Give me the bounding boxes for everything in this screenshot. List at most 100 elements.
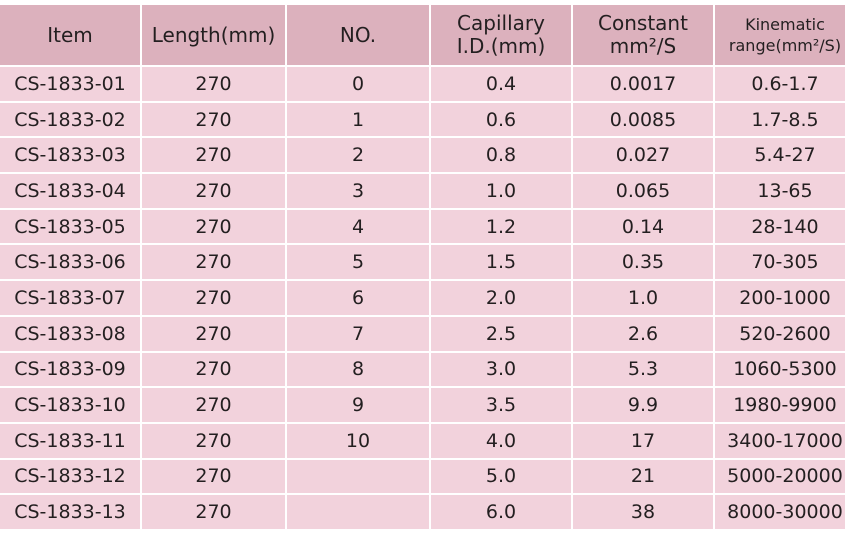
table-cell: 21 [573,459,713,494]
header-text: Item [47,22,93,47]
table-body: CS-1833-01 270 0 0.4 0.0017 0.6-1.7 CS-1833-02… [0,67,845,529]
header-text: Length(mm) [151,22,276,47]
table-cell: 0.8 [431,138,571,173]
table-cell: 270 [142,209,285,244]
table-cell: 38 [573,495,713,529]
table-cell: 270 [142,67,285,101]
table-cell: CS-1833-02 [0,102,140,137]
table-cell: 10 [287,423,429,458]
table-cell: 270 [142,459,285,494]
empty-cell [287,495,429,529]
table-container: Item Length(mm) NO. Capillary I.D.(mm) Consta… [0,3,845,531]
table-cell: 8 [287,352,429,387]
table-cell: CS-1833-05 [0,209,140,244]
table-cell: 1.0 [431,174,571,208]
header-text: Constant [598,11,688,35]
table-cell: 1 [287,102,429,137]
spec-table: Item Length(mm) NO. Capillary I.D.(mm) Consta… [0,3,845,531]
empty-cell [287,459,429,494]
table-cell: 1060-5300 [715,352,845,387]
table-cell: CS-1833-10 [0,388,140,422]
table-cell: CS-1833-08 [0,316,140,351]
table-cell: 270 [142,245,285,280]
table-cell: 270 [142,174,285,208]
table-cell: CS-1833-11 [0,423,140,458]
table-cell: 4 [287,209,429,244]
table-cell: 9.9 [573,388,713,422]
table-cell: CS-1833-06 [0,245,140,280]
table-cell: CS-1833-13 [0,495,140,529]
table-row: CS-1833-09 270 8 3.0 5.3 1060-5300 [0,352,845,387]
header-cell: NO. [287,5,429,65]
table-cell: 270 [142,281,285,315]
table-cell: 0.4 [431,67,571,101]
table-cell: 3 [287,174,429,208]
table-row: CS-1833-13 270 6.0 38 8000-30000 [0,495,845,529]
table-cell: 270 [142,102,285,137]
table-row: CS-1833-03 270 2 0.8 0.027 5.4-27 [0,138,845,173]
table-cell: 0 [287,67,429,101]
table-cell: CS-1833-07 [0,281,140,315]
table-cell: CS-1833-03 [0,138,140,173]
table-cell: 200-1000 [715,281,845,315]
table-cell: 17 [573,423,713,458]
table-cell: 2.0 [431,281,571,315]
table-row: CS-1833-10 270 9 3.5 9.9 1980-9900 [0,388,845,422]
table-cell: 270 [142,423,285,458]
table-cell: 4.0 [431,423,571,458]
table-cell: 5000-20000 [715,459,845,494]
header-cell: Constant mm²/S [573,5,713,65]
table-cell: 1.7-8.5 [715,102,845,137]
table-cell: CS-1833-09 [0,352,140,387]
table-cell: 0.6-1.7 [715,67,845,101]
table-row: CS-1833-12 270 5.0 21 5000-20000 [0,459,845,494]
table-cell: CS-1833-12 [0,459,140,494]
table-cell: 5.4-27 [715,138,845,173]
table-cell: 0.6 [431,102,571,137]
header-text: I.D.(mm) [456,34,546,58]
table-row: CS-1833-06 270 5 1.5 0.35 70-305 [0,245,845,280]
table-cell: 70-305 [715,245,845,280]
table-cell: 0.065 [573,174,713,208]
header-text: Capillary [457,11,545,35]
table-cell: 270 [142,495,285,529]
table-cell: 1.2 [431,209,571,244]
table-cell: 5 [287,245,429,280]
table-cell: 3.0 [431,352,571,387]
header-cell: Capillary I.D.(mm) [431,5,571,65]
table-cell: 270 [142,352,285,387]
table-row: CS-1833-05 270 4 1.2 0.14 28-140 [0,209,845,244]
header-text: mm²/S [609,34,677,58]
table-cell: 1980-9900 [715,388,845,422]
table-row: CS-1833-11 270 10 4.0 17 3400-17000 [0,423,845,458]
table-cell: 9 [287,388,429,422]
table-cell: 6 [287,281,429,315]
table-cell: 270 [142,138,285,173]
table-cell: 0.35 [573,245,713,280]
table-cell: 270 [142,388,285,422]
table-cell: 2.6 [573,316,713,351]
table-cell: CS-1833-04 [0,174,140,208]
table-cell: 0.0017 [573,67,713,101]
table-cell: 0.027 [573,138,713,173]
table-row: CS-1833-01 270 0 0.4 0.0017 0.6-1.7 [0,67,845,101]
table-cell: 5.0 [431,459,571,494]
table-cell: 28-140 [715,209,845,244]
table-cell: 3400-17000 [715,423,845,458]
table-cell: 520-2600 [715,316,845,351]
header-row: Item Length(mm) NO. Capillary I.D.(mm) Consta… [0,5,845,65]
table-row: CS-1833-04 270 3 1.0 0.065 13-65 [0,174,845,208]
header-text: Kinematic [745,15,825,34]
table-cell: 3.5 [431,388,571,422]
header-cell: Item [0,5,140,65]
table-cell: 1.0 [573,281,713,315]
table-row: CS-1833-07 270 6 2.0 1.0 200-1000 [0,281,845,315]
table-cell: CS-1833-01 [0,67,140,101]
header-cell: Kinematic range(mm²/S) [715,5,845,65]
table-row: CS-1833-02 270 1 0.6 0.0085 1.7-8.5 [0,102,845,137]
table-cell: 0.14 [573,209,713,244]
header-cell: Length(mm) [142,5,285,65]
table-cell: 270 [142,316,285,351]
table-cell: 0.0085 [573,102,713,137]
